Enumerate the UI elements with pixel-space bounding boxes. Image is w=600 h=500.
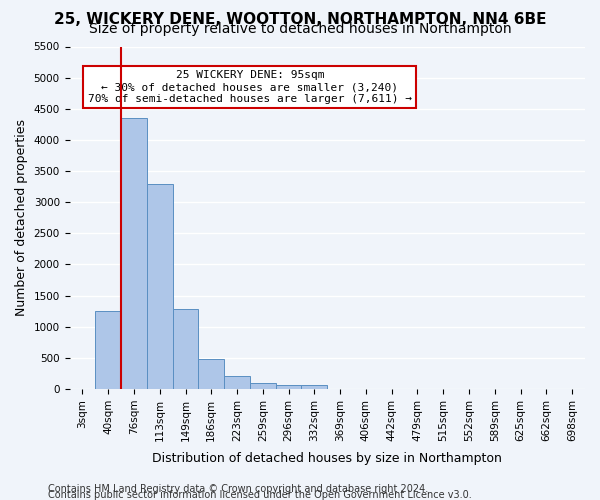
Text: 25 WICKERY DENE: 95sqm
← 30% of detached houses are smaller (3,240)
70% of semi-: 25 WICKERY DENE: 95sqm ← 30% of detached… xyxy=(88,70,412,104)
X-axis label: Distribution of detached houses by size in Northampton: Distribution of detached houses by size … xyxy=(152,452,502,465)
Text: 25, WICKERY DENE, WOOTTON, NORTHAMPTON, NN4 6BE: 25, WICKERY DENE, WOOTTON, NORTHAMPTON, … xyxy=(54,12,546,26)
Bar xyxy=(224,376,250,389)
Bar xyxy=(250,384,276,389)
Bar xyxy=(147,184,173,389)
Bar xyxy=(173,310,199,389)
Y-axis label: Number of detached properties: Number of detached properties xyxy=(15,120,28,316)
Bar xyxy=(276,386,301,389)
Text: Contains public sector information licensed under the Open Government Licence v3: Contains public sector information licen… xyxy=(48,490,472,500)
Text: Contains HM Land Registry data © Crown copyright and database right 2024.: Contains HM Land Registry data © Crown c… xyxy=(48,484,428,494)
Bar xyxy=(95,310,121,389)
Bar xyxy=(199,358,224,389)
Bar xyxy=(121,118,147,389)
Text: Size of property relative to detached houses in Northampton: Size of property relative to detached ho… xyxy=(89,22,511,36)
Bar xyxy=(301,386,327,389)
